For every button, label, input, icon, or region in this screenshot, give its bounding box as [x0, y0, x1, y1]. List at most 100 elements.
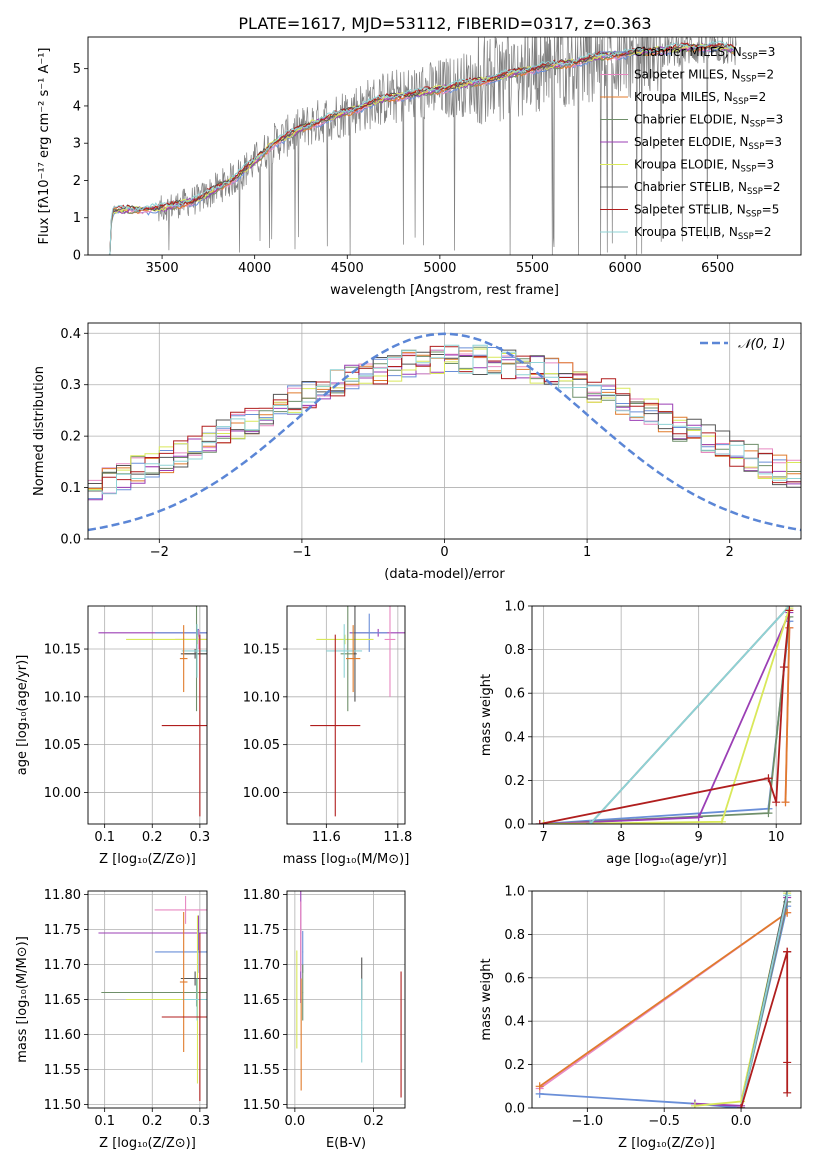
x-tick-label: 4500 — [331, 261, 364, 276]
x-tick-label: 7 — [539, 830, 547, 845]
y-axis-label: mass [log₁₀(M/M⊙)] — [15, 936, 30, 1063]
mass-vs-Z-panel: 0.1 0.2 0.3 11.50 11.55 11.60 11.65 11.70 11.75 1… — [15, 888, 210, 1151]
x-tick-label: 11.6 — [312, 830, 341, 845]
y-tick-label: 0.0 — [504, 818, 525, 833]
x-tick-label: 0.2 — [363, 1114, 384, 1129]
y-tick-label: 11.70 — [44, 958, 81, 973]
age-vs-mass-frame — [286, 605, 406, 825]
x-tick-label: −0.5 — [648, 1114, 680, 1129]
y-tick-label: 10.15 — [243, 643, 280, 658]
x-tick-label: 0.1 — [94, 830, 115, 845]
age-vs-mass-panel: 11.6 11.8 10.00 10.05 10.10 10.15 mass [log₁₀(… — [243, 605, 412, 867]
y-tick-label: 11.80 — [243, 888, 280, 903]
x-tick-label: 11.8 — [383, 830, 412, 845]
y-axis-label: age [log₁₀(age/yr)] — [15, 655, 30, 776]
age-vs-Z-panel: 0.1 0.2 0.3 10.00 10.05 10.10 10.15 Z [log₁₀(Z/… — [15, 605, 210, 867]
legend-label: Salpeter MILES, NSSP=2 — [634, 68, 774, 85]
y-tick-label: 11.60 — [243, 1028, 280, 1043]
normal-reference-curve — [88, 332, 801, 532]
weight-marker — [690, 1101, 699, 1108]
x-tick-label: 0.2 — [142, 830, 163, 845]
weight-marker — [717, 817, 726, 824]
x-tick-label: 3500 — [146, 261, 179, 276]
weight-marker — [737, 1104, 746, 1108]
legend-label: Chabrier ELODIE, NSSP=3 — [634, 113, 783, 130]
y-tick-label: 11.65 — [243, 993, 280, 1008]
errorbar-point — [384, 606, 396, 697]
legend-label: Salpeter ELODIE, NSSP=3 — [634, 135, 782, 152]
y-tick-label: 0.4 — [504, 1015, 525, 1030]
age-vs-Z-frame — [87, 605, 208, 825]
y-tick-label: 11.55 — [243, 1063, 280, 1078]
weight-vs-age-marks — [535, 606, 794, 824]
y-tick-label: 10.00 — [243, 786, 280, 801]
y-tick-label: 0.3 — [60, 378, 81, 393]
x-tick-label: 0.0 — [285, 1114, 306, 1129]
weight-marker — [539, 820, 548, 824]
x-tick-label: −2 — [150, 545, 169, 560]
errorbar-point — [340, 606, 355, 712]
model-line-kroupa-elodie — [108, 42, 736, 255]
weight-marker — [772, 798, 781, 807]
x-tick-label: 0.2 — [142, 1114, 163, 1129]
y-tick-label: 0.2 — [60, 430, 81, 445]
y-tick-label: 10.00 — [44, 786, 81, 801]
errorbar-point — [346, 625, 361, 693]
spectrum-panel: 3500 4000 4500 5000 5500 6000 6500 0 1 2 3 4 5 wavele… — [37, 36, 802, 298]
weight-line — [784, 627, 791, 803]
weight-line — [740, 895, 789, 1108]
y-tick-label: 10.10 — [44, 690, 81, 705]
x-tick-label: 0 — [440, 545, 448, 560]
y-tick-label: 0.8 — [504, 928, 525, 943]
errorbar-point — [310, 634, 361, 817]
mass-vs-ebv-panel: 0.0 0.2 11.50 11.55 11.60 11.65 11.70 11.75 11.8… — [243, 888, 406, 1151]
weight-vs-Z-frame — [531, 890, 802, 1109]
weight-marker — [783, 1058, 792, 1067]
x-tick-label: −1.0 — [572, 1114, 604, 1129]
y-tick-label: 0.0 — [60, 533, 81, 548]
weight-marker — [694, 813, 703, 822]
residuals-marks — [88, 332, 801, 539]
weight-marker — [586, 820, 595, 824]
y-axis-label: Flux [fλ10⁻¹⁷ erg cm⁻² s⁻¹ A⁻¹] — [37, 48, 52, 245]
weight-line — [589, 606, 791, 824]
errorbar-point — [161, 634, 207, 817]
y-tick-label: 4 — [73, 99, 81, 114]
y-axis-label: mass weight — [479, 674, 494, 756]
y-tick-label: 0.4 — [504, 730, 525, 745]
figure-title: PLATE=1617, MJD=53112, FIBERID=0317, z=0… — [238, 14, 651, 33]
errorbar-point — [302, 964, 304, 1021]
y-tick-label: 0.4 — [60, 327, 81, 342]
y-tick-label: 0.6 — [504, 971, 525, 986]
y-tick-label: 11.75 — [44, 923, 81, 938]
errorbar-point — [316, 634, 374, 645]
weight-marker — [535, 820, 544, 824]
model-line-chabrier-stelib — [108, 43, 736, 255]
x-axis-label: mass [log₁₀(M/M⊙)] — [283, 852, 410, 867]
errorbar-point — [180, 971, 207, 986]
errorbar-point — [296, 950, 298, 1049]
y-tick-label: 1.0 — [504, 885, 525, 900]
spectrum-legend: Chabrier MILES, NSSP=3 Salpeter MILES, NS… — [600, 45, 783, 242]
errorbar-point — [179, 912, 188, 1052]
errorbar-point — [181, 978, 207, 1021]
errorbar-point — [351, 613, 388, 652]
x-tick-label: 4000 — [238, 261, 271, 276]
y-tick-label: 5 — [73, 62, 81, 77]
weight-vs-age-panel: 7 8 9 10 0.0 0.2 0.4 0.6 0.8 1.0 age [log₁₀(age/yr… — [479, 600, 802, 867]
x-tick-label: 0.0 — [731, 1114, 752, 1129]
x-axis-label: (data-model)/error — [384, 567, 505, 582]
residuals-panel: −2 −1 0 1 2 0.0 0.1 0.2 0.3 0.4 (data-model)/error… — [32, 322, 802, 582]
mass-vs-Z-marks — [98, 895, 207, 1101]
legend-label: 𝒩(0, 1) — [738, 337, 785, 352]
mass-vs-ebv-marks — [296, 891, 402, 1098]
y-tick-label: 0.2 — [504, 774, 525, 789]
legend-label: Kroupa MILES, NSSP=2 — [634, 90, 766, 107]
legend-label: Chabrier MILES, NSSP=3 — [634, 45, 775, 62]
weight-vs-age-frame — [531, 605, 802, 825]
y-tick-label: 0.2 — [504, 1058, 525, 1073]
weight-marker — [783, 947, 792, 956]
weight-marker — [785, 606, 794, 615]
weight-vs-Z-marks — [535, 891, 792, 1108]
